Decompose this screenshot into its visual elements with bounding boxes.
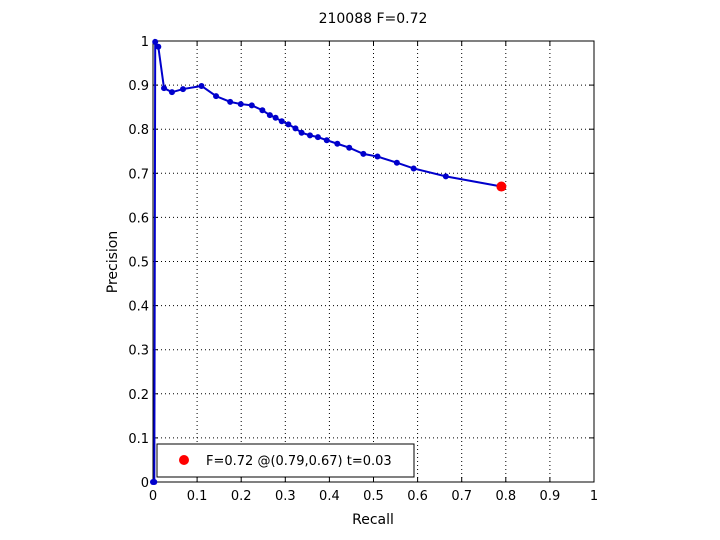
data-point <box>306 132 313 139</box>
y-tick-label: 0.8 <box>128 123 149 138</box>
y-axis-label: Precision <box>105 231 121 293</box>
data-point <box>360 150 367 157</box>
data-point <box>152 38 159 45</box>
data-point <box>285 121 292 128</box>
legend-entry: F=0.72 @(0.79,0.67) t=0.03 <box>206 454 392 469</box>
data-point <box>374 153 381 160</box>
data-point <box>168 89 175 96</box>
x-tick-label: 0.3 <box>275 489 296 504</box>
data-point <box>266 112 273 119</box>
x-tick-label: 0.4 <box>319 489 340 504</box>
data-point <box>272 114 279 121</box>
data-point <box>393 159 400 166</box>
y-tick-label: 0.1 <box>128 432 149 447</box>
y-tick-label: 0.6 <box>128 211 149 226</box>
x-tick-label: 0.5 <box>363 489 384 504</box>
x-axis-label: Recall <box>352 512 394 528</box>
data-point <box>442 173 449 180</box>
data-point <box>237 101 244 108</box>
data-point <box>334 140 341 147</box>
data-point <box>298 129 305 136</box>
data-point <box>151 479 158 485</box>
x-tick-label: 0.2 <box>231 489 252 504</box>
y-tick-label: 0.9 <box>128 79 149 94</box>
x-tick-label: 0 <box>149 489 157 504</box>
data-point <box>346 144 353 151</box>
chart-title: 210088 F=0.72 <box>319 11 428 27</box>
y-tick-label: 1 <box>141 35 149 50</box>
data-point <box>179 86 186 93</box>
y-tick-labels: 0 0.1 0.2 0.3 0.4 0.5 0.6 0.7 0.8 0.9 1 <box>128 35 149 491</box>
data-point <box>155 43 162 50</box>
y-tick-label: 0.5 <box>128 256 149 271</box>
y-tick-label: 0.7 <box>128 167 149 182</box>
y-tick-label: 0.2 <box>128 388 149 403</box>
series-layer <box>150 38 507 485</box>
data-point <box>227 98 234 105</box>
data-point <box>292 125 299 132</box>
data-point <box>314 134 321 141</box>
x-tick-labels: 0 0.1 0.2 0.3 0.4 0.5 0.6 0.7 0.8 0.9 1 <box>149 489 598 504</box>
x-tick-label: 0.6 <box>407 489 428 504</box>
data-point <box>198 82 205 89</box>
data-point <box>161 85 168 92</box>
legend: F=0.72 @(0.79,0.67) t=0.03 <box>156 443 415 478</box>
x-tick-label: 1 <box>590 489 598 504</box>
data-point <box>278 118 285 125</box>
data-point <box>248 102 255 109</box>
x-tick-label: 0.8 <box>495 489 516 504</box>
grid-lines <box>153 41 594 482</box>
best-f-point <box>496 181 507 192</box>
y-tick-label: 0.4 <box>128 300 149 315</box>
data-point <box>259 107 266 114</box>
legend-marker <box>179 455 189 465</box>
x-tick-label: 0.9 <box>540 489 561 504</box>
data-point <box>410 165 417 172</box>
data-point <box>323 137 330 144</box>
x-tick-label: 0.1 <box>187 489 208 504</box>
legend-box <box>156 443 415 478</box>
data-point <box>213 93 220 100</box>
y-tick-label: 0.3 <box>128 344 149 359</box>
y-tick-label: 0 <box>141 476 149 491</box>
x-tick-label: 0.7 <box>451 489 472 504</box>
